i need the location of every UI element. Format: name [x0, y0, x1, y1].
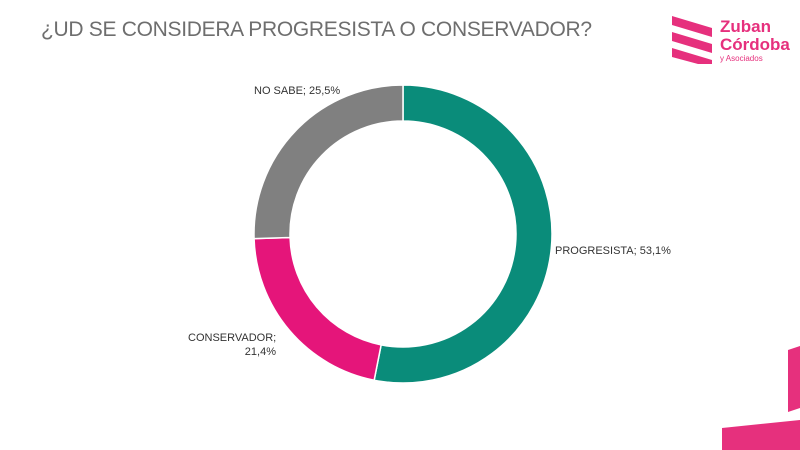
logo-stripes-icon: [672, 16, 712, 64]
slice-label-no-sabe: NO SABE; 25,5%: [254, 85, 341, 97]
zuban-cordoba-logo: Zuban Córdoba y Asociados: [668, 14, 793, 70]
slice-label-conservador-name: CONSERVADOR;: [188, 332, 277, 344]
slice-label-conservador: CONSERVADOR; 21,4%: [188, 331, 276, 359]
logo-line-zuban: Zuban: [720, 17, 771, 36]
logo-line-cordoba: Córdoba: [720, 35, 790, 54]
logo-line-asociados: y Asociados: [720, 54, 763, 63]
donut-slice-no-sabe: [253, 84, 404, 240]
corner-stripe-lower: [722, 420, 800, 450]
chart-title: ¿UD SE CONSIDERA PROGRESISTA O CONSERVAD…: [41, 18, 592, 41]
donut-slice-progresista: [373, 84, 553, 384]
corner-stripe-upper: [788, 346, 800, 412]
slice-label-conservador-value: 21,4%: [244, 346, 276, 358]
slice-label-progresista: PROGRESISTA; 53,1%: [555, 245, 671, 257]
